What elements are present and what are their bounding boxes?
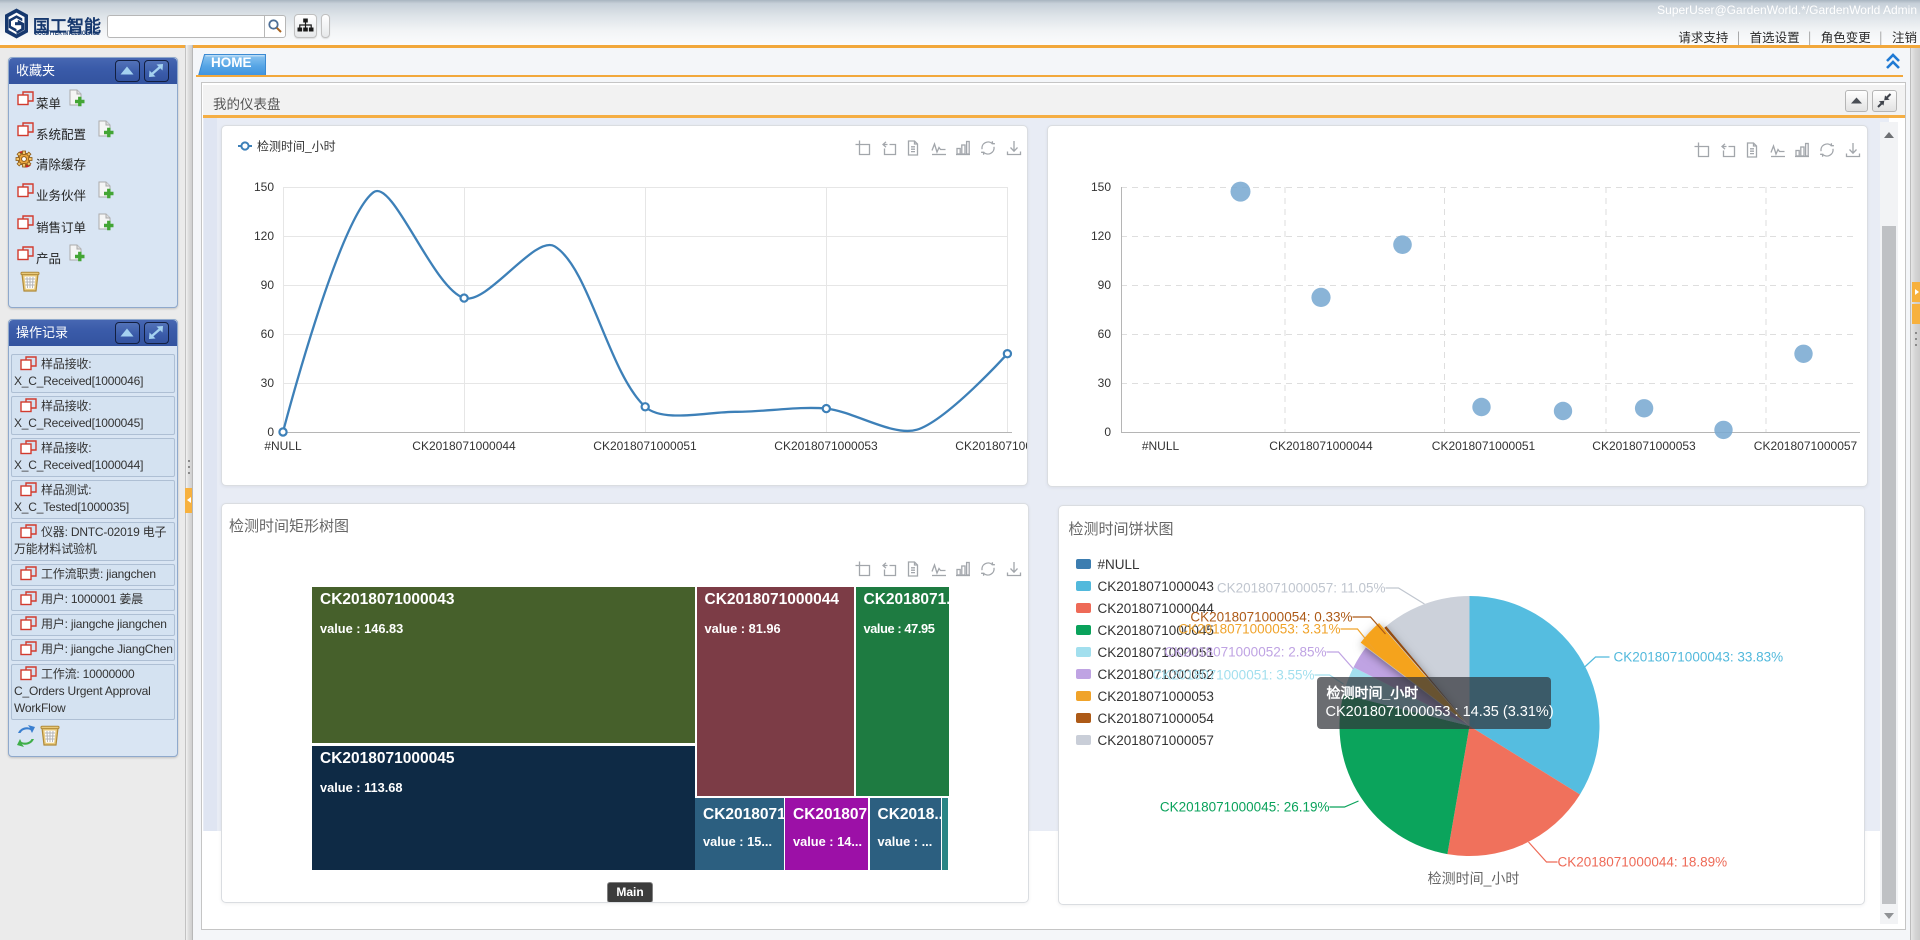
svg-text:60: 60 xyxy=(261,327,275,341)
svg-text:CK2018071000057: CK2018071000057 xyxy=(1754,439,1858,453)
svg-text:CK2018071000051: CK2018071000051 xyxy=(1432,439,1536,453)
svg-text:CK2018071000057: CK2018071000057 xyxy=(955,439,1027,453)
svg-text:120: 120 xyxy=(1091,229,1111,243)
svg-text:60: 60 xyxy=(1098,327,1112,341)
svg-text:150: 150 xyxy=(254,180,274,194)
svg-text:检测时间_小时: 检测时间_小时 xyxy=(257,139,336,154)
svg-text:CK2018071000054: 0.33%: CK2018071000054: 0.33% xyxy=(1190,610,1352,625)
svg-text:90: 90 xyxy=(1098,278,1112,292)
svg-text:CK2018071000052: 2.85%: CK2018071000052: 2.85% xyxy=(1164,645,1326,660)
svg-text:30: 30 xyxy=(1098,376,1112,390)
svg-text:90: 90 xyxy=(261,278,275,292)
svg-text:CK2018071000044: CK2018071000044 xyxy=(412,439,516,453)
svg-text:120: 120 xyxy=(254,229,274,243)
svg-text:CK2018071000043: 33.83%: CK2018071000043: 33.83% xyxy=(1613,650,1783,665)
svg-text:CK2018071000053: CK2018071000053 xyxy=(774,439,878,453)
svg-text:CK2018071000053: CK2018071000053 xyxy=(1592,439,1696,453)
svg-text:CK2018071000044: CK2018071000044 xyxy=(1269,439,1373,453)
svg-text:CK2018071000057: 11.05%: CK2018071000057: 11.05% xyxy=(1216,581,1385,596)
svg-text:CK2018071000045: 26.19%: CK2018071000045: 26.19% xyxy=(1159,800,1329,815)
svg-text:CK2018071000051: CK2018071000051 xyxy=(593,439,697,453)
svg-text:150: 150 xyxy=(1091,180,1111,194)
svg-text:0: 0 xyxy=(267,425,274,439)
svg-text:CK2018071000051: 3.55%: CK2018071000051: 3.55% xyxy=(1152,668,1314,683)
svg-text:#NULL: #NULL xyxy=(1142,439,1180,453)
svg-text:30: 30 xyxy=(261,376,275,390)
svg-text:CK2018071000053: 3.31%: CK2018071000053: 3.31% xyxy=(1178,622,1340,637)
svg-text:#NULL: #NULL xyxy=(264,439,302,453)
svg-text:0: 0 xyxy=(1104,425,1111,439)
svg-text:CK2018071000044: 18.89%: CK2018071000044: 18.89% xyxy=(1557,855,1727,870)
svg-text:检测时间_小时: 检测时间_小时 xyxy=(1427,871,1519,887)
